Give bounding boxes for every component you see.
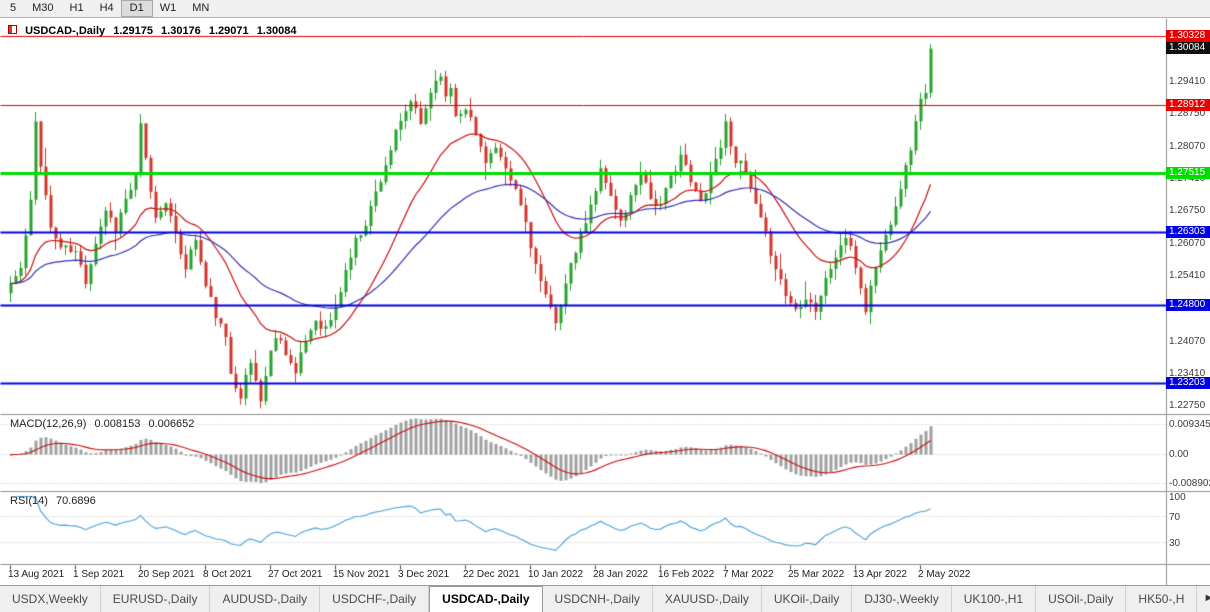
- date-axis-label: 7 Mar 2022: [723, 569, 774, 580]
- price-level-badge: 1.27515: [1166, 167, 1210, 180]
- price-level-badge: 1.23203: [1166, 376, 1210, 389]
- rsi-value: 70.6896: [55, 495, 96, 507]
- price-axis-label: 1.26070: [1169, 238, 1206, 250]
- rsi-axis-label: 100: [1169, 492, 1186, 503]
- date-axis-label: 16 Feb 2022: [658, 569, 715, 580]
- date-axis-label: 27 Oct 2021: [268, 569, 323, 580]
- price-level-badge: 1.26303: [1166, 225, 1210, 238]
- macd-axis-label: -0.008902: [1169, 477, 1210, 489]
- quote-close: 1.30084: [256, 25, 297, 37]
- price-axis-label: 1.28750: [1169, 108, 1206, 120]
- rsi-title: RSI(14): [10, 495, 48, 507]
- symbol-tab-uk100-h1[interactable]: UK100-,H1: [952, 586, 1037, 612]
- price-axis-label: 1.29410: [1169, 75, 1206, 87]
- timeframe-toolbar: 5 M30 H1 H4 D1 W1 MN: [0, 0, 1210, 18]
- symbol-tab-audusd-daily[interactable]: AUDUSD-,Daily: [210, 586, 321, 612]
- macd-axis-label: 0.00: [1169, 449, 1189, 461]
- price-axis-label: 1.23410: [1169, 367, 1206, 379]
- timeframe-button-w1[interactable]: W1: [159, 2, 177, 14]
- symbol-tab-usdx-weekly[interactable]: USDX,Weekly: [0, 586, 101, 612]
- date-axis-label: 13 Apr 2022: [853, 569, 907, 580]
- timeframe-button-5[interactable]: 5: [10, 2, 17, 14]
- rsi-label: RSI(14) 70.6896: [10, 495, 101, 507]
- price-axis-label: 1.26750: [1169, 205, 1206, 217]
- timeframe-button-mn[interactable]: MN: [192, 2, 210, 14]
- date-axis-label: 20 Sep 2021: [138, 569, 195, 580]
- symbol-tabbar: USDX,Weekly EURUSD-,Daily AUDUSD-,Daily USD…: [0, 585, 1210, 612]
- symbol-tab-hk50-h[interactable]: HK50-,H: [1126, 586, 1198, 612]
- symbol-tab-dj30-weekly[interactable]: DJ30-,Weekly: [852, 586, 952, 612]
- price-axis-label: 1.24070: [1169, 335, 1206, 347]
- date-axis-label: 3 Dec 2021: [398, 569, 450, 580]
- price-level-badge: 1.30328: [1166, 30, 1210, 43]
- symbol-name: USDCAD-,Daily: [25, 25, 106, 37]
- quote-high: 1.30176: [161, 25, 201, 37]
- date-axis-label: 25 Mar 2022: [788, 569, 845, 580]
- quote-open: 1.29175: [113, 25, 153, 37]
- time-axis: 13 Aug 2021 1 Sep 2021 20 Sep 2021 8 Oct 20…: [0, 565, 1166, 585]
- rsi-axis-label: 70: [1169, 511, 1181, 523]
- chart-title: USDCAD-,Daily 1.29175 1.30176 1.29071 1.…: [8, 25, 301, 37]
- timeframe-button-h1[interactable]: H1: [69, 2, 84, 14]
- timeframe-button-d1[interactable]: D1: [120, 0, 153, 17]
- date-axis-label: 10 Jan 2022: [528, 569, 584, 580]
- price-axis-label: 1.22750: [1169, 399, 1206, 411]
- macd-label: MACD(12,26,9) 0.008153 0.006652: [10, 418, 199, 430]
- symbol-tab-eurusd-daily[interactable]: EURUSD-,Daily: [101, 586, 211, 612]
- macd-value-main: 0.008153: [94, 418, 141, 430]
- chart-area: USDCAD-,Daily 1.29175 1.30176 1.29071 1.…: [0, 18, 1210, 585]
- symbol-tab-xauusd-daily[interactable]: XAUUSD-,Daily: [653, 586, 762, 612]
- date-axis-label: 8 Oct 2021: [203, 569, 252, 580]
- symbol-tab-usoil-daily[interactable]: USOil-,Daily: [1036, 586, 1127, 612]
- chart-canvas[interactable]: [0, 18, 1210, 585]
- price-level-badge: 1.28912: [1166, 99, 1210, 112]
- timeframe-button-m30[interactable]: M30: [32, 2, 54, 14]
- macd-title: MACD(12,26,9): [10, 418, 87, 430]
- timeframe-button-h4[interactable]: H4: [99, 2, 114, 14]
- symbol-tab-usdcnh-daily[interactable]: USDCNH-,Daily: [543, 586, 653, 612]
- macd-value-signal: 0.006652: [148, 418, 195, 430]
- date-axis-label: 2 May 2022: [918, 569, 971, 580]
- date-axis-label: 22 Dec 2021: [463, 569, 520, 580]
- date-axis-label: 1 Sep 2021: [73, 569, 125, 580]
- quote-low: 1.29071: [208, 25, 249, 37]
- symbol-tab-ukoil-daily[interactable]: UKOil-,Daily: [762, 586, 853, 612]
- candlestick-icon: [8, 25, 17, 34]
- date-axis-label: 15 Nov 2021: [333, 569, 390, 580]
- price-axis-label: 1.28070: [1169, 141, 1206, 153]
- tab-scroll-right-button[interactable]: ►: [1197, 586, 1210, 612]
- price-axis: 1.294101.287501.280701.274101.267501.260…: [1166, 18, 1210, 585]
- current-price-badge: 1.30084: [1166, 42, 1210, 55]
- price-axis-label: 1.25410: [1169, 270, 1206, 282]
- symbol-tab-usdchf-daily[interactable]: USDCHF-,Daily: [320, 586, 430, 612]
- date-axis-label: 28 Jan 2022: [593, 569, 649, 580]
- symbol-tab-usdcad-daily[interactable]: USDCAD-,Daily: [429, 586, 543, 612]
- price-level-badge: 1.24800: [1166, 299, 1210, 312]
- macd-axis-label: 0.009345: [1169, 418, 1210, 430]
- date-axis-label: 13 Aug 2021: [8, 569, 65, 580]
- rsi-axis-label: 30: [1169, 538, 1181, 550]
